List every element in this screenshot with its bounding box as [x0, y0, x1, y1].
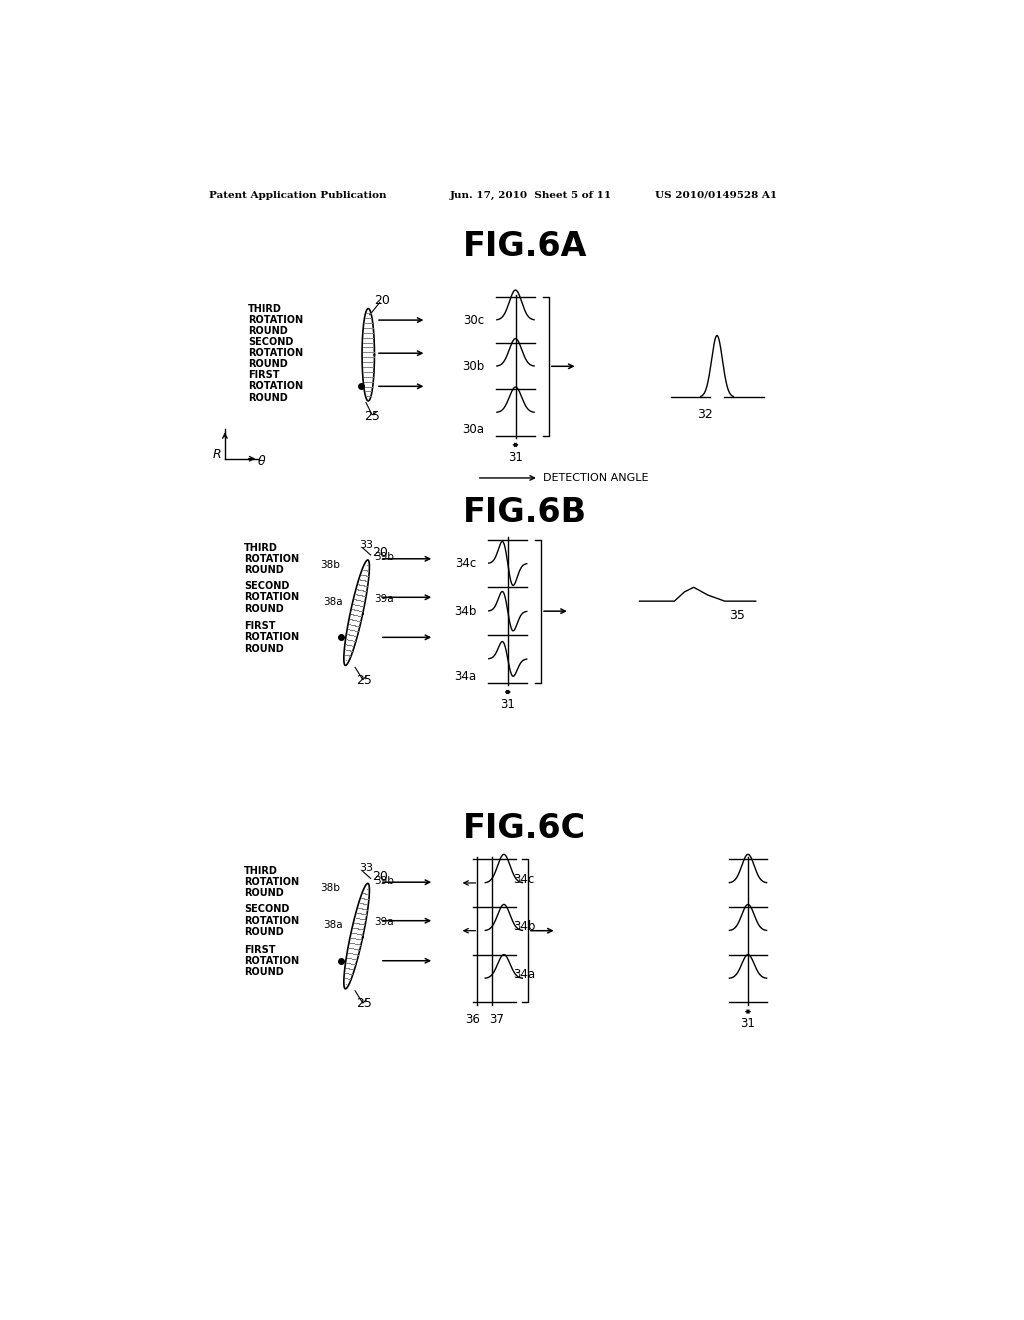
Polygon shape: [362, 309, 375, 401]
Text: FIRST
ROTATION
ROUND: FIRST ROTATION ROUND: [248, 370, 303, 403]
Text: 34a: 34a: [455, 671, 477, 684]
Text: 34c: 34c: [456, 557, 477, 570]
Text: 20: 20: [372, 546, 388, 560]
Text: SECOND
ROTATION
ROUND: SECOND ROTATION ROUND: [245, 581, 299, 614]
Text: 25: 25: [365, 409, 380, 422]
Text: 35: 35: [729, 609, 744, 622]
Text: 20: 20: [375, 294, 390, 308]
Text: US 2010/0149528 A1: US 2010/0149528 A1: [655, 191, 777, 199]
Text: 31: 31: [501, 698, 515, 711]
Text: 38b: 38b: [319, 883, 340, 894]
Text: 32: 32: [697, 408, 714, 421]
Text: 39a: 39a: [374, 917, 393, 927]
Text: FIG.6A: FIG.6A: [463, 231, 587, 264]
Text: 38a: 38a: [323, 597, 343, 607]
Text: 36: 36: [466, 1012, 480, 1026]
Text: 34b: 34b: [455, 605, 477, 618]
Polygon shape: [344, 883, 370, 989]
Text: 34a: 34a: [513, 968, 536, 981]
Text: 30c: 30c: [464, 314, 484, 326]
Text: 31: 31: [740, 1018, 756, 1031]
Text: FIG.6B: FIG.6B: [463, 496, 587, 529]
Text: THIRD
ROTATION
ROUND: THIRD ROTATION ROUND: [245, 866, 299, 899]
Text: 33: 33: [359, 540, 373, 550]
Text: DETECTION ANGLE: DETECTION ANGLE: [543, 473, 648, 483]
Text: 39a: 39a: [374, 594, 393, 603]
Text: FIRST
ROTATION
ROUND: FIRST ROTATION ROUND: [245, 945, 299, 977]
Text: THIRD
ROTATION
ROUND: THIRD ROTATION ROUND: [248, 304, 303, 337]
Polygon shape: [344, 560, 370, 665]
Text: 38a: 38a: [323, 920, 343, 931]
Text: R: R: [213, 449, 221, 462]
Text: SECOND
ROTATION
ROUND: SECOND ROTATION ROUND: [248, 337, 303, 370]
Text: 39b: 39b: [374, 552, 393, 562]
Text: THIRD
ROTATION
ROUND: THIRD ROTATION ROUND: [245, 543, 299, 576]
Text: FIRST
ROTATION
ROUND: FIRST ROTATION ROUND: [245, 622, 299, 653]
Text: 25: 25: [356, 998, 373, 1010]
Text: 20: 20: [372, 870, 388, 883]
Text: 39b: 39b: [374, 875, 393, 886]
Text: 25: 25: [356, 675, 373, 686]
Text: SECOND
ROTATION
ROUND: SECOND ROTATION ROUND: [245, 904, 299, 937]
Text: FIG.6C: FIG.6C: [463, 812, 587, 845]
Text: Patent Application Publication: Patent Application Publication: [209, 191, 387, 199]
Text: 38b: 38b: [319, 560, 340, 570]
Text: 34c: 34c: [513, 873, 535, 886]
Text: 30a: 30a: [463, 422, 484, 436]
Text: 37: 37: [488, 1012, 504, 1026]
Text: 31: 31: [508, 450, 523, 463]
Text: θ: θ: [257, 454, 265, 467]
Text: Jun. 17, 2010  Sheet 5 of 11: Jun. 17, 2010 Sheet 5 of 11: [450, 191, 611, 199]
Text: 30b: 30b: [462, 360, 484, 372]
Text: 33: 33: [359, 863, 373, 874]
Text: 34b: 34b: [513, 920, 536, 933]
